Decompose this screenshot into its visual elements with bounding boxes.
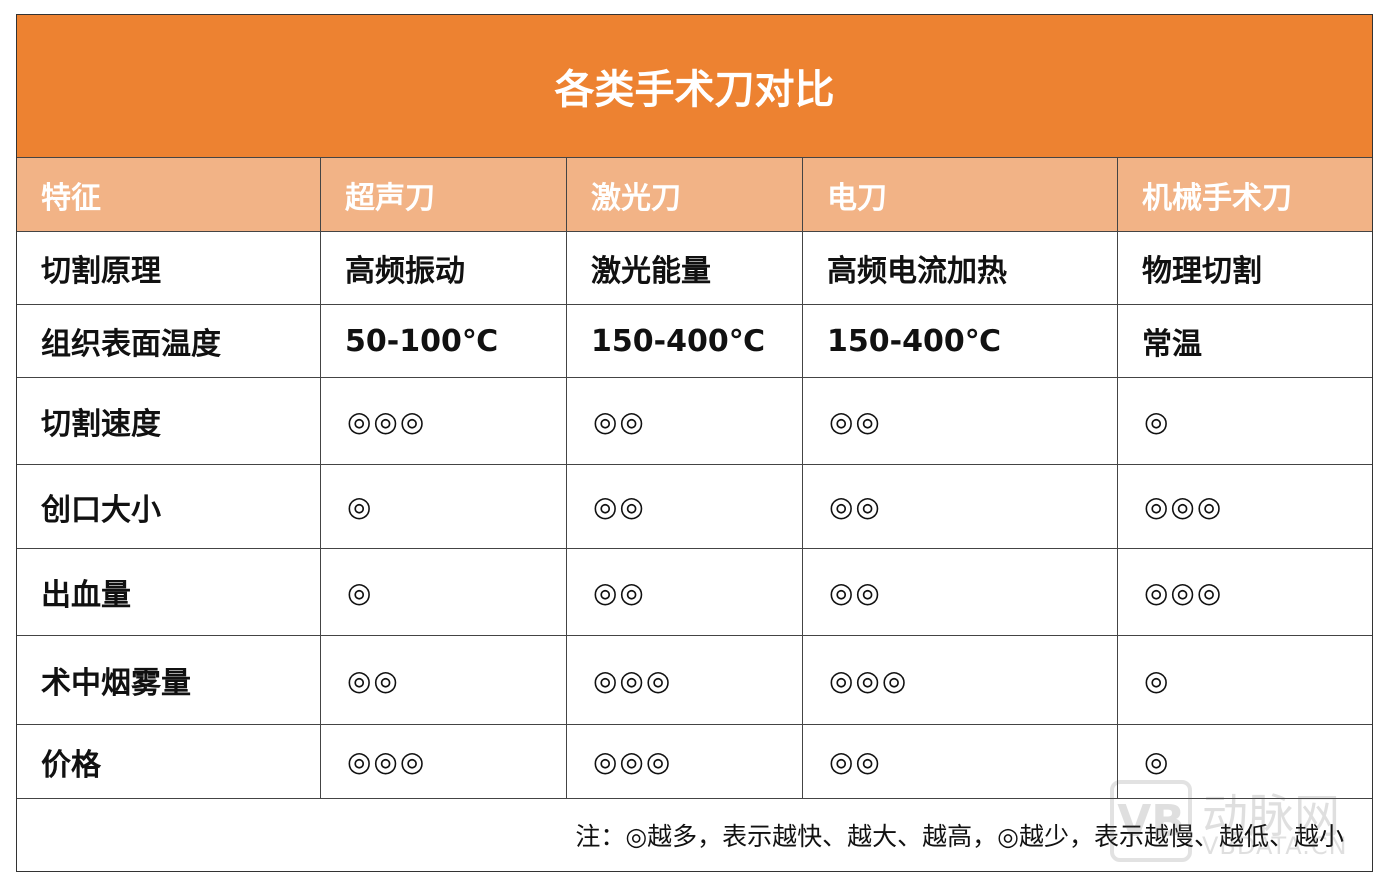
table-note: 注：◎越多，表示越快、越大、越高，◎越少，表示越慢、越低、越小 <box>575 822 1344 851</box>
table-row: 切割原理 高频振动 激光能量 高频电流加热 物理切割 <box>17 232 1372 305</box>
value-cell: ◎◎◎ <box>567 636 803 724</box>
table-row: 出血量 ◎ ◎◎ ◎◎ ◎◎◎ <box>17 549 1372 636</box>
feature-cell: 术中烟雾量 <box>17 636 321 724</box>
value-cell: ◎◎◎ <box>1144 575 1224 609</box>
table-row: 切割速度 ◎◎◎ ◎◎ ◎◎ ◎ <box>17 378 1372 465</box>
value-cell: ◎◎ <box>567 378 803 464</box>
value-cell: ◎◎◎ <box>1144 490 1224 523</box>
table-row: 价格 ◎◎◎ ◎◎◎ ◎◎ ◎ <box>17 725 1372 799</box>
header-cell: 电刀 <box>803 158 1118 231</box>
table-row: 组织表面温度 50-100℃ 150-400℃ 150-400℃ 常温 <box>17 305 1372 378</box>
table-row: 创口大小 ◎ ◎◎ ◎◎ ◎◎◎ <box>17 465 1372 549</box>
value-cell: ◎◎ <box>803 725 1118 798</box>
value-cell: 150-400℃ <box>567 305 803 377</box>
value-cell: 激光能量 <box>567 232 803 304</box>
value-cell: ◎◎◎ <box>803 636 1118 724</box>
header-cell: 超声刀 <box>321 158 567 231</box>
header-cell: 机械手术刀 <box>1142 180 1292 216</box>
header-cell: 激光刀 <box>567 158 803 231</box>
value-cell: 150-400℃ <box>803 305 1118 377</box>
value-cell: 高频电流加热 <box>803 232 1118 304</box>
feature-cell: 组织表面温度 <box>17 305 321 377</box>
value-cell: ◎◎ <box>567 465 803 548</box>
header-cell: 特征 <box>17 158 321 231</box>
table-row: 术中烟雾量 ◎◎ ◎◎◎ ◎◎◎ ◎ <box>17 636 1372 725</box>
value-cell: ◎◎ <box>321 636 567 724</box>
header-row: 特征 超声刀 激光刀 电刀 机械手术刀 <box>17 158 1372 232</box>
value-cell: ◎ <box>1144 745 1171 778</box>
feature-cell: 切割原理 <box>17 232 321 304</box>
feature-cell: 价格 <box>17 725 321 798</box>
value-cell: ◎◎◎ <box>321 725 567 798</box>
value-cell: ◎ <box>1144 404 1171 438</box>
value-cell: 常温 <box>1142 327 1202 362</box>
feature-cell: 创口大小 <box>17 465 321 548</box>
value-cell: ◎ <box>1144 663 1171 697</box>
value-cell: 50-100℃ <box>321 305 567 377</box>
value-cell: ◎ <box>321 549 567 635</box>
feature-cell: 切割速度 <box>17 378 321 464</box>
value-cell: 高频振动 <box>321 232 567 304</box>
value-cell: ◎◎◎ <box>321 378 567 464</box>
value-cell: ◎◎◎ <box>567 725 803 798</box>
value-cell: ◎◎ <box>803 549 1118 635</box>
feature-cell: 出血量 <box>17 549 321 635</box>
comparison-table: 各类手术刀对比 特征 超声刀 激光刀 电刀 机械手术刀 切割原理 高频振动 激光能量… <box>16 14 1373 872</box>
value-cell: ◎ <box>321 465 567 548</box>
value-cell: ◎◎ <box>803 378 1118 464</box>
table-title: 各类手术刀对比 <box>17 15 1372 158</box>
value-cell: ◎◎ <box>567 549 803 635</box>
value-cell: ◎◎ <box>803 465 1118 548</box>
value-cell: 物理切割 <box>1142 254 1262 289</box>
